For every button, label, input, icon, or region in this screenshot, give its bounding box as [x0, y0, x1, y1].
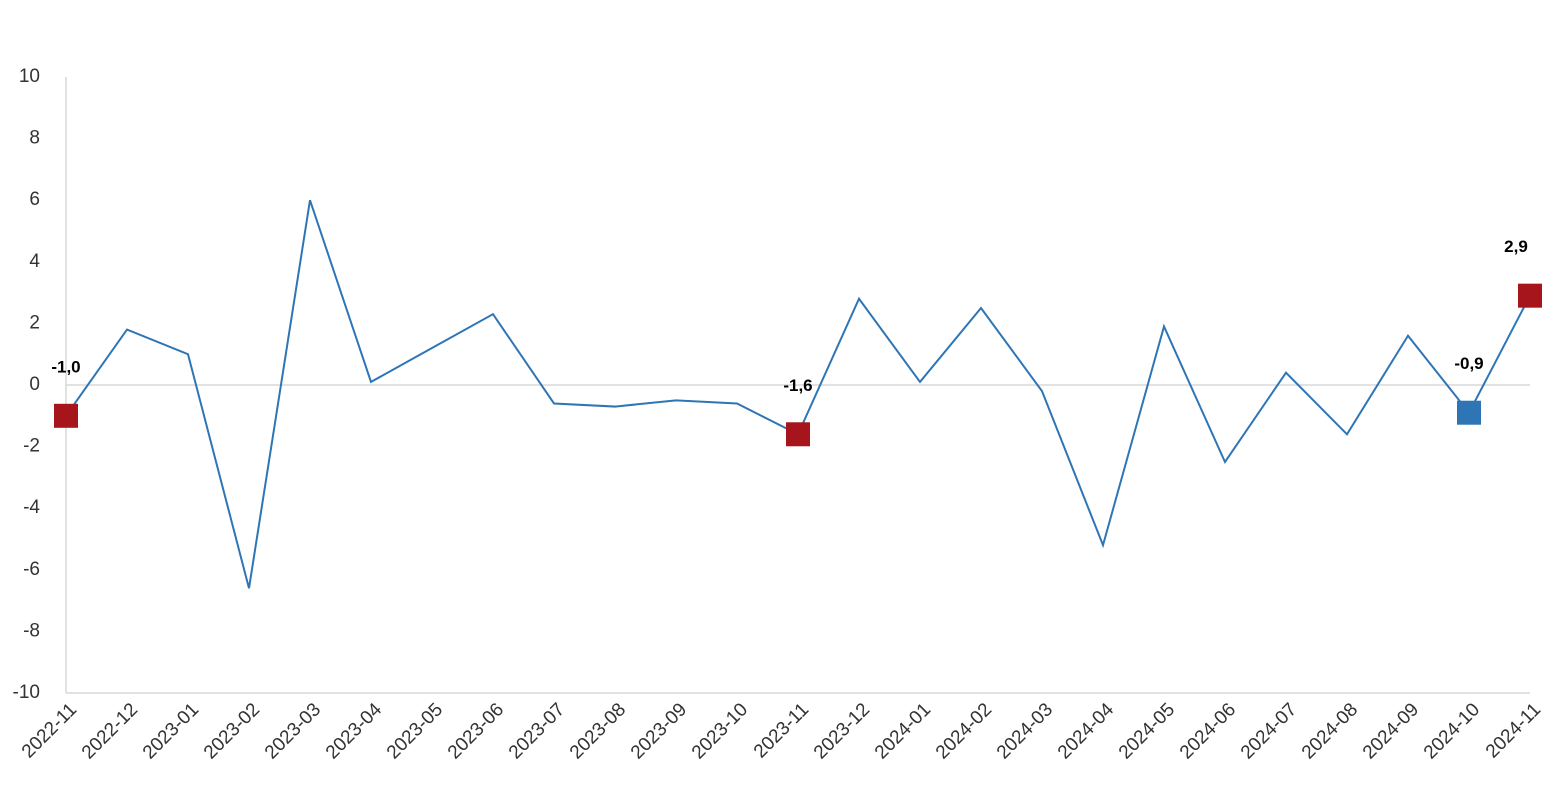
x-tick-label: 2023-03 — [261, 699, 325, 763]
data-label: -1,6 — [783, 376, 812, 395]
x-tick-label: 2024-09 — [1359, 699, 1423, 763]
x-tick-label: 2022-11 — [18, 699, 81, 762]
y-tick-label: 10 — [19, 66, 40, 87]
y-tick-label: 8 — [29, 128, 40, 149]
x-tick-label: 2023-08 — [566, 699, 630, 763]
x-tick-label: 2023-02 — [200, 699, 264, 763]
x-tick-label: 2022-12 — [78, 699, 142, 763]
x-tick-label: 2024-10 — [1420, 699, 1484, 763]
highlight-marker — [1518, 283, 1542, 308]
highlight-marker — [54, 403, 78, 428]
x-tick-label: 2023-06 — [444, 699, 508, 763]
x-tick-label: 2024-03 — [993, 699, 1057, 763]
y-tick-label: -10 — [13, 682, 40, 703]
highlight-marker — [1457, 400, 1481, 425]
x-tick-label: 2024-07 — [1237, 699, 1301, 763]
x-tick-label: 2023-10 — [688, 699, 752, 763]
highlight-marker — [786, 422, 810, 447]
data-label: -1,0 — [51, 357, 80, 376]
y-tick-label: 6 — [29, 189, 40, 210]
x-tick-label: 2024-11 — [1482, 699, 1545, 762]
y-tick-label: -2 — [23, 436, 40, 457]
x-tick-label: 2024-06 — [1176, 699, 1240, 763]
x-tick-label: 2023-09 — [627, 699, 691, 763]
data-label: -0,9 — [1454, 354, 1483, 373]
y-tick-label: -4 — [23, 497, 40, 518]
y-tick-label: -6 — [23, 559, 40, 580]
x-tick-label: 2023-07 — [505, 699, 569, 763]
x-tick-label: 2023-12 — [810, 699, 874, 763]
y-tick-label: 0 — [29, 374, 40, 395]
data-label: 2,9 — [1504, 237, 1528, 256]
x-tick-label: 2023-04 — [322, 699, 386, 763]
x-tick-label: 2024-05 — [1115, 699, 1179, 763]
y-tick-label: 4 — [29, 251, 40, 272]
y-tick-label: 2 — [29, 312, 40, 333]
x-tick-label: 2024-04 — [1054, 699, 1118, 763]
x-tick-label: 2023-05 — [383, 699, 447, 763]
x-tick-label: 2023-11 — [750, 699, 813, 762]
x-tick-label: 2023-01 — [139, 699, 203, 763]
x-tick-label: 2024-08 — [1298, 699, 1362, 763]
x-tick-label: 2024-02 — [932, 699, 996, 763]
x-tick-label: 2024-01 — [871, 699, 935, 763]
y-tick-label: -8 — [23, 620, 40, 641]
